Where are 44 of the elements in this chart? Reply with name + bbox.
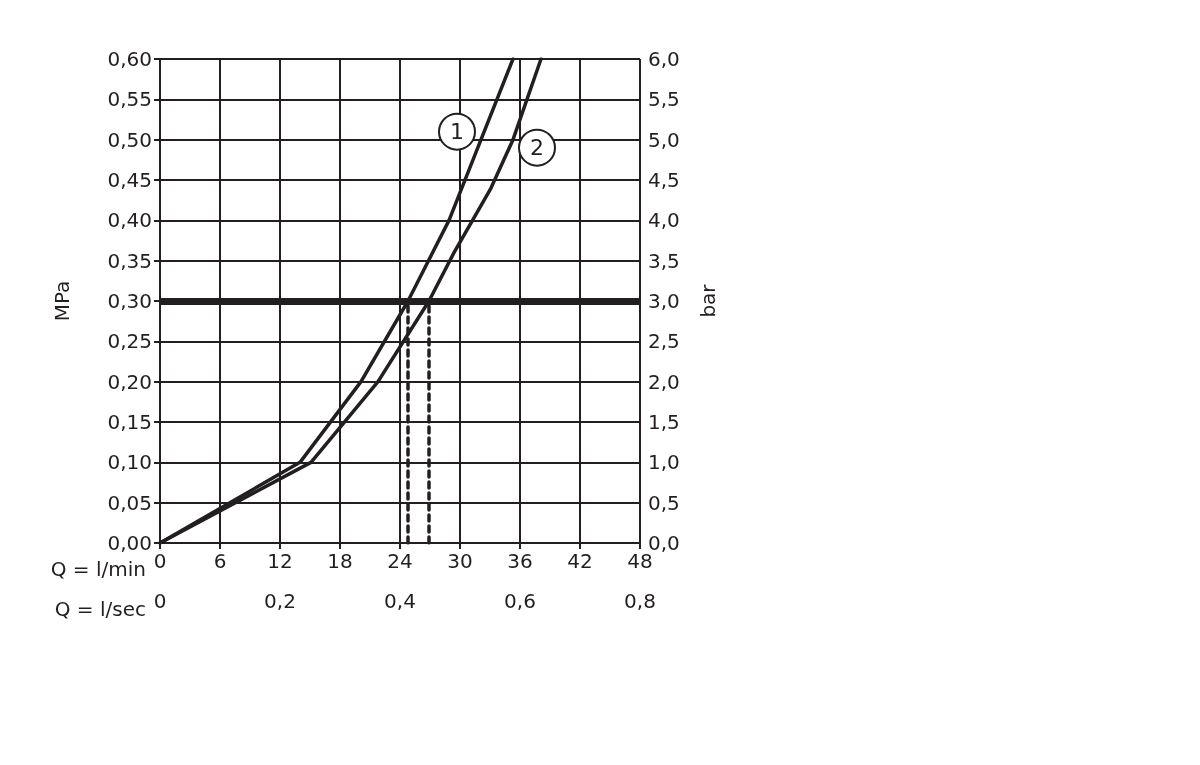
x-tick-label: 18 (327, 549, 353, 573)
y-tick-label: 0,40 (107, 208, 152, 233)
x-tick-label: 30 (447, 549, 473, 573)
x-tick-label: 42 (567, 549, 593, 573)
y-tick-label: 0,50 (107, 127, 152, 152)
y-tick-label: 0,05 (107, 490, 152, 515)
y2-tick-label: 2,5 (648, 329, 680, 354)
series-label: 1 (450, 119, 464, 145)
x2-tick-label: 0 (153, 589, 167, 613)
y2-tick-label: 6,0 (648, 47, 680, 71)
y-tick-label: 0,55 (107, 87, 152, 112)
y2-axis-title: bar (696, 283, 720, 318)
y-tick-label: 0,45 (107, 168, 152, 192)
y-axis-title: MPa (50, 280, 74, 322)
y-tick-label: 0,15 (107, 410, 152, 434)
y-tick-label: 0,35 (107, 248, 152, 273)
y2-tick-label: 2,0 (648, 369, 680, 394)
x-tick-label: 36 (507, 549, 533, 573)
y2-tick-label: 0,5 (648, 490, 680, 515)
y-tick-label: 0,25 (107, 329, 152, 354)
y-tick-label: 0,20 (107, 369, 152, 394)
x-axis-title: Q = l/min (50, 557, 146, 581)
x2-tick-label: 0,6 (504, 589, 536, 613)
x-tick-label: 0 (153, 549, 167, 573)
x-tick-label: 24 (387, 549, 413, 573)
x2-tick-label: 0,8 (624, 589, 656, 613)
y-tick-label: 0,60 (107, 47, 152, 71)
y-tick-label: 0,30 (107, 289, 152, 313)
x2-tick-label: 0,4 (384, 589, 416, 613)
y2-tick-label: 4,0 (648, 208, 680, 233)
y-tick-label: 0,00 (107, 531, 152, 555)
y2-tick-label: 4,5 (648, 168, 680, 192)
y2-tick-label: 3,0 (648, 289, 680, 313)
series-label: 2 (530, 135, 544, 161)
y2-tick-label: 5,0 (648, 127, 680, 152)
x-tick-label: 6 (213, 549, 227, 573)
x-tick-label: 12 (267, 549, 293, 573)
y2-tick-label: 3,5 (648, 248, 680, 273)
x2-axis-title: Q = l/sec (54, 597, 146, 621)
y2-tick-label: 5,5 (648, 87, 680, 112)
y-tick-label: 0,10 (107, 450, 152, 475)
x2-tick-label: 0,2 (264, 589, 296, 613)
y2-tick-label: 1,0 (648, 450, 680, 475)
y2-tick-label: 1,5 (648, 410, 680, 434)
